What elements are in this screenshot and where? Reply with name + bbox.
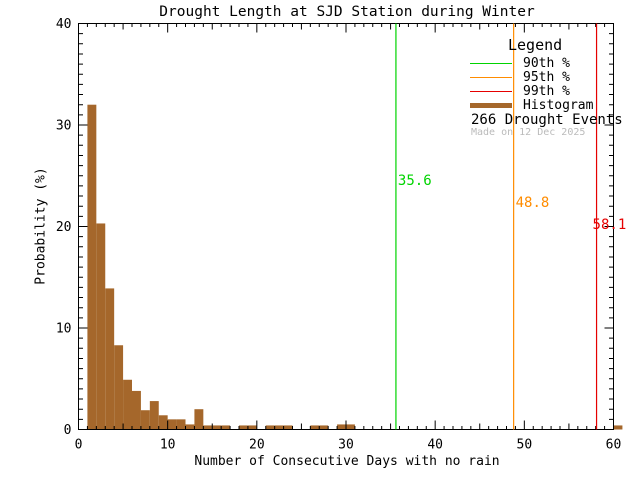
histogram-bar: [346, 424, 355, 430]
histogram-bar: [319, 425, 329, 430]
histogram-bar: [194, 409, 204, 430]
legend-entry-99th: 99th %: [470, 83, 570, 99]
legend-entry-label: 99th %: [523, 83, 570, 99]
histogram-bar: [105, 288, 115, 430]
x-tick-label: 50: [517, 438, 533, 453]
legend-entry-90th: 90th %: [470, 55, 570, 71]
histogram-bar: [203, 425, 213, 430]
histogram-bar: [158, 415, 168, 430]
histogram-bar: [167, 419, 177, 430]
histogram-bar: [185, 424, 195, 430]
histogram-bar: [613, 425, 623, 430]
x-tick-label: 10: [160, 438, 176, 453]
line-swatch-95th: [470, 76, 512, 78]
histogram-bar: [123, 379, 132, 430]
legend-entry-label: 90th %: [523, 55, 570, 71]
histogram-bar: [274, 425, 284, 430]
histogram-bar: [239, 425, 248, 430]
drought-events-count: 266 Drought Events: [471, 112, 623, 128]
histogram-bar: [96, 223, 106, 430]
x-tick-label: 60: [606, 438, 622, 453]
line-swatch-90th: [470, 62, 512, 64]
histogram-bar: [149, 401, 159, 430]
percentile-value-label: 58.1: [593, 217, 627, 233]
y-tick-label: 0: [64, 423, 72, 438]
histogram-bar: [176, 419, 186, 430]
histogram-bar: [247, 425, 257, 430]
x-tick-label: 40: [427, 438, 443, 453]
histogram-bar: [212, 425, 222, 430]
x-tick-label: 30: [338, 438, 354, 453]
percentile-value-label: 48.8: [516, 195, 550, 211]
histogram-bar: [132, 390, 141, 430]
histogram-bar: [221, 425, 231, 430]
legend-title: Legend: [508, 36, 563, 54]
y-axis-title: Probability (%): [33, 167, 49, 285]
y-tick-label: 30: [56, 119, 72, 134]
made-on-watermark: Made on 12 Dec 2025: [471, 127, 586, 138]
line-swatch-99th: [470, 90, 512, 92]
legend-entry-label: 95th %: [523, 69, 570, 85]
legend-entry-histogram: Histogram: [470, 97, 594, 113]
y-tick-label: 20: [56, 220, 72, 235]
histogram-bar: [114, 345, 124, 430]
legend-entry-95th: 95th %: [470, 69, 570, 85]
histogram-swatch: [470, 102, 512, 108]
percentile-value-label: 35.6: [398, 173, 432, 189]
histogram-bar: [87, 104, 97, 430]
y-tick-label: 40: [56, 17, 72, 32]
histogram-bar: [265, 425, 275, 430]
histogram-bar: [140, 410, 150, 430]
histogram-bar: [337, 424, 346, 430]
histogram-bar: [283, 425, 293, 430]
y-tick-label: 10: [56, 322, 72, 337]
x-axis-title: Number of Consecutive Days with no rain: [194, 454, 500, 469]
chart-title: Drought Length at SJD Station during Win…: [159, 4, 535, 20]
legend-entry-label: Histogram: [523, 97, 594, 113]
x-tick-label: 20: [249, 438, 265, 453]
histogram-bar: [310, 425, 320, 430]
axis-ticks: [78, 23, 614, 430]
x-tick-label: 0: [75, 438, 83, 453]
